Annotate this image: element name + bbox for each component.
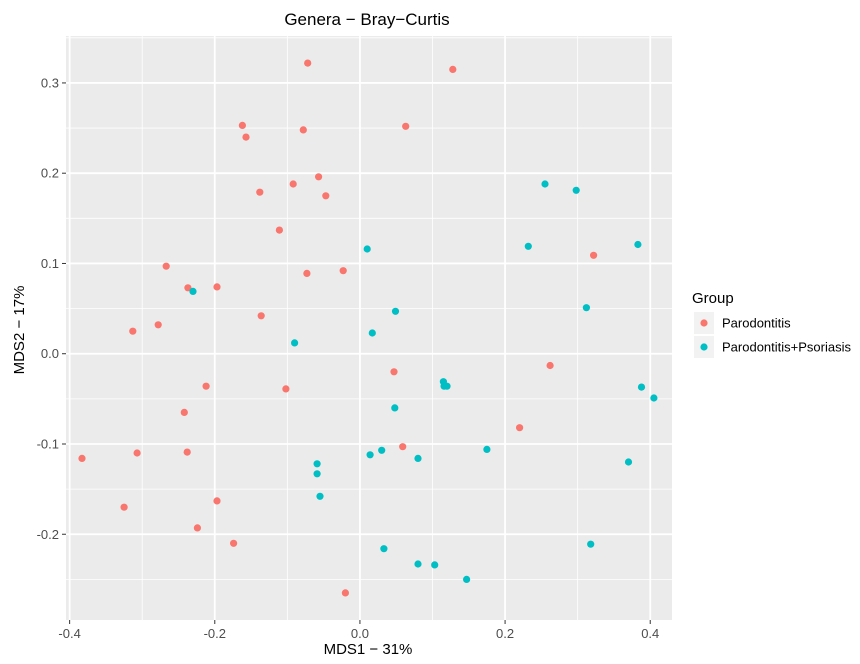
point-parodontitis-psoriasis (637, 383, 646, 391)
y-tick-label: 0.0 (41, 346, 59, 361)
point-parodontitis (257, 312, 265, 320)
point-parodontitis (230, 539, 238, 547)
point-parodontitis (322, 192, 330, 200)
point-parodontitis-psoriasis (650, 394, 658, 402)
point-parodontitis-psoriasis (524, 242, 532, 250)
point-parodontitis-psoriasis (483, 445, 491, 453)
x-tick-label: 0.4 (641, 626, 659, 641)
point-parodontitis (546, 361, 554, 370)
point-parodontitis-psoriasis (313, 460, 321, 468)
point-parodontitis-psoriasis (363, 245, 371, 253)
point-parodontitis-psoriasis (582, 304, 591, 312)
point-parodontitis-psoriasis (572, 186, 580, 194)
point-parodontitis (213, 283, 221, 291)
y-tick-label: 0.2 (41, 166, 59, 181)
point-parodontitis (299, 126, 307, 134)
x-axis-ticks: -0.4 -0.2 0.0 0.2 0.4 (58, 620, 659, 641)
point-parodontitis (183, 448, 191, 456)
legend-swatch (700, 343, 708, 351)
point-parodontitis (315, 173, 323, 181)
point-parodontitis (275, 226, 283, 234)
point-parodontitis (516, 424, 524, 432)
point-parodontitis (154, 321, 162, 329)
y-axis-title: MDS2 − 17% (11, 286, 28, 375)
point-parodontitis-psoriasis (634, 240, 642, 249)
y-tick-label: -0.1 (37, 436, 59, 451)
point-parodontitis-psoriasis (391, 307, 400, 315)
point-parodontitis (162, 262, 170, 270)
point-parodontitis-psoriasis (368, 329, 376, 337)
point-parodontitis-psoriasis (587, 540, 595, 548)
y-tick-label: -0.2 (37, 527, 59, 542)
point-parodontitis-psoriasis (366, 451, 374, 459)
legend-title: Group (692, 290, 734, 307)
point-parodontitis-psoriasis (440, 382, 448, 390)
y-tick-label: 0.3 (41, 75, 59, 90)
point-parodontitis (341, 589, 349, 597)
point-parodontitis-psoriasis (463, 575, 471, 584)
point-parodontitis-psoriasis (380, 545, 388, 553)
point-parodontitis-psoriasis (414, 454, 422, 462)
point-parodontitis-psoriasis (378, 446, 386, 454)
x-axis-title: MDS1 − 31% (324, 641, 413, 658)
point-parodontitis-psoriasis (431, 561, 439, 569)
point-parodontitis (242, 133, 250, 141)
y-axis-ticks: -0.2 -0.1 0.0 0.1 0.2 0.3 (37, 75, 66, 542)
point-parodontitis-psoriasis (414, 560, 422, 568)
point-parodontitis (449, 65, 457, 73)
point-parodontitis-psoriasis (541, 180, 549, 188)
x-tick-label: 0.0 (351, 626, 369, 641)
x-tick-label: 0.2 (496, 626, 514, 641)
chart-title: Genera − Bray−Curtis (284, 10, 449, 29)
point-parodontitis-psoriasis (189, 287, 197, 295)
point-parodontitis (256, 188, 264, 196)
point-parodontitis (180, 408, 188, 416)
point-parodontitis-psoriasis (313, 470, 321, 478)
point-parodontitis (282, 385, 290, 393)
legend-items: Parodontitis Parodontitis+Psoriasis (694, 312, 851, 358)
point-parodontitis (339, 267, 347, 275)
point-parodontitis (303, 269, 311, 277)
point-parodontitis (120, 503, 128, 511)
point-parodontitis (590, 251, 598, 259)
legend-swatch (700, 319, 708, 327)
point-parodontitis-psoriasis (316, 492, 324, 500)
x-tick-label: -0.4 (58, 626, 80, 641)
grid-lines (66, 36, 672, 620)
legend-label: Parodontitis+Psoriasis (722, 340, 851, 355)
point-parodontitis-psoriasis (624, 458, 633, 466)
point-parodontitis (304, 59, 312, 67)
point-parodontitis (202, 382, 210, 390)
point-parodontitis (289, 180, 297, 188)
point-parodontitis (213, 497, 221, 505)
point-parodontitis (78, 454, 86, 462)
point-parodontitis (129, 327, 137, 335)
point-parodontitis (238, 121, 246, 129)
point-parodontitis-psoriasis (391, 404, 399, 412)
point-parodontitis (193, 524, 201, 532)
x-tick-label: -0.2 (204, 626, 226, 641)
legend-label: Parodontitis (722, 316, 791, 331)
plot-panel (66, 36, 672, 620)
data-points (78, 59, 658, 597)
point-parodontitis (399, 443, 407, 451)
point-parodontitis-psoriasis (291, 339, 299, 347)
legend: Group Parodontitis Parodontitis+Psoriasis (692, 290, 851, 358)
point-parodontitis (390, 368, 398, 376)
y-tick-label: 0.1 (41, 256, 59, 271)
point-parodontitis (184, 284, 192, 292)
point-parodontitis (402, 122, 410, 130)
point-parodontitis (133, 449, 141, 457)
